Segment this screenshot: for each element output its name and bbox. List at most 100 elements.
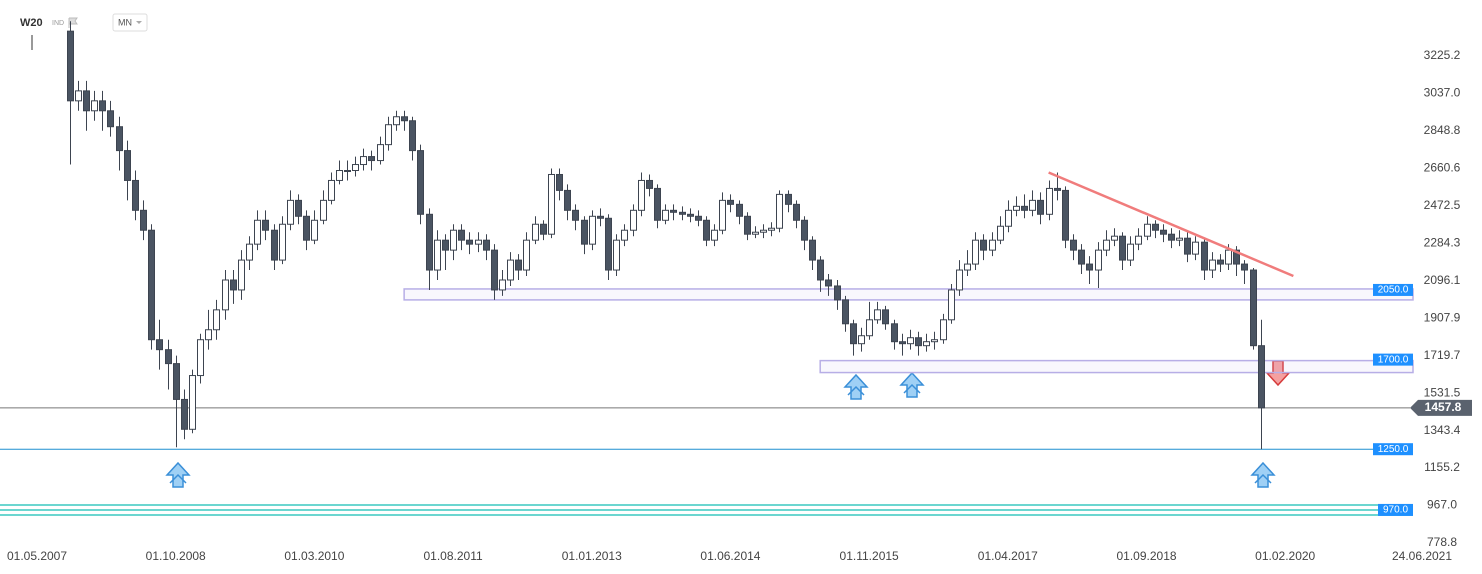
x-tick-label: 01.10.2008 bbox=[146, 549, 206, 563]
candle-body bbox=[882, 309, 889, 325]
candle-body bbox=[213, 309, 220, 331]
candle-body bbox=[703, 219, 710, 241]
candle-body bbox=[1054, 187, 1061, 191]
candle-body bbox=[572, 209, 579, 221]
candle bbox=[67, 21, 74, 165]
candle-body bbox=[483, 239, 490, 251]
candle-body bbox=[605, 217, 612, 271]
candle-body bbox=[1184, 237, 1191, 255]
candle bbox=[776, 190, 783, 233]
candle bbox=[997, 216, 1004, 245]
candle-body bbox=[181, 398, 188, 430]
candle bbox=[605, 214, 612, 280]
candle bbox=[989, 232, 996, 257]
candle-body bbox=[776, 193, 783, 229]
candle bbox=[1029, 190, 1036, 217]
x-tick-label: 01.03.2010 bbox=[284, 549, 344, 563]
candle-body bbox=[834, 285, 841, 301]
candle bbox=[621, 224, 628, 247]
candle bbox=[515, 254, 522, 280]
candle bbox=[817, 256, 824, 292]
candle-body bbox=[279, 223, 286, 261]
candle-body bbox=[556, 173, 563, 191]
candle bbox=[165, 339, 172, 390]
candle bbox=[401, 110, 408, 131]
candle bbox=[809, 236, 816, 271]
candle-body bbox=[1168, 233, 1175, 241]
candle bbox=[483, 234, 490, 261]
candle bbox=[295, 194, 302, 225]
candle bbox=[956, 260, 963, 296]
dropdown-caret bbox=[136, 21, 142, 24]
candle-body bbox=[197, 339, 204, 377]
x-tick-label: 01.08.2011 bbox=[423, 549, 482, 563]
candle bbox=[1046, 180, 1053, 221]
y-tick-label: 2660.6 bbox=[1424, 161, 1461, 175]
candle bbox=[964, 250, 971, 277]
candle bbox=[793, 200, 800, 229]
candle-body bbox=[768, 227, 775, 231]
candle bbox=[801, 216, 808, 251]
candle bbox=[548, 168, 555, 239]
candle bbox=[834, 279, 841, 310]
y-tick-label: 778.8 bbox=[1427, 535, 1457, 549]
candle bbox=[768, 222, 775, 237]
candle-body bbox=[287, 199, 294, 225]
interval-label[interactable]: MN bbox=[118, 17, 132, 27]
candle-body bbox=[1078, 249, 1085, 265]
candle-body bbox=[271, 229, 278, 261]
candle-body bbox=[948, 289, 955, 321]
candle bbox=[409, 116, 416, 161]
candle bbox=[532, 216, 539, 245]
candle bbox=[972, 232, 979, 271]
support-arrow bbox=[900, 372, 924, 398]
level-label-bg bbox=[1373, 443, 1413, 456]
candle-body bbox=[752, 231, 759, 235]
candle-body bbox=[491, 249, 498, 291]
candle bbox=[825, 274, 832, 296]
candle bbox=[1078, 244, 1085, 275]
candle-body bbox=[205, 329, 212, 341]
candle-body bbox=[507, 259, 514, 281]
candle-body bbox=[915, 337, 922, 347]
candle bbox=[1111, 228, 1118, 247]
candle bbox=[1127, 236, 1134, 267]
candle bbox=[377, 136, 384, 165]
candle-body bbox=[1111, 235, 1118, 241]
candle bbox=[866, 301, 873, 340]
candle-body bbox=[1062, 189, 1069, 241]
candle-body bbox=[295, 199, 302, 217]
level-label-bg bbox=[1373, 353, 1413, 366]
candle bbox=[344, 160, 351, 181]
candle-body bbox=[148, 229, 155, 341]
candle bbox=[1086, 256, 1093, 284]
candle bbox=[262, 210, 269, 241]
candle bbox=[687, 208, 694, 223]
candle bbox=[75, 80, 82, 111]
candle bbox=[466, 232, 473, 255]
candle bbox=[99, 90, 106, 131]
zone bbox=[403, 288, 1414, 301]
candle-body bbox=[515, 259, 522, 271]
candle-body bbox=[360, 156, 367, 166]
candle bbox=[842, 295, 849, 332]
candle bbox=[744, 212, 751, 241]
candle bbox=[254, 210, 261, 251]
candle bbox=[336, 160, 343, 185]
candle-body bbox=[736, 203, 743, 217]
candle-body bbox=[1029, 199, 1036, 211]
candle-body bbox=[613, 239, 620, 271]
interval-select[interactable] bbox=[112, 13, 148, 32]
y-tick-label: 1155.2 bbox=[1424, 460, 1460, 474]
candle bbox=[785, 190, 792, 213]
candle bbox=[1005, 200, 1012, 233]
candle bbox=[1013, 196, 1020, 217]
candle bbox=[891, 319, 898, 350]
candle bbox=[613, 234, 620, 277]
x-tick-label: 01.02.2020 bbox=[1255, 549, 1315, 563]
candle-body bbox=[377, 144, 384, 162]
candle-body bbox=[140, 209, 147, 231]
candle bbox=[1144, 216, 1151, 241]
candle-body bbox=[401, 116, 408, 122]
